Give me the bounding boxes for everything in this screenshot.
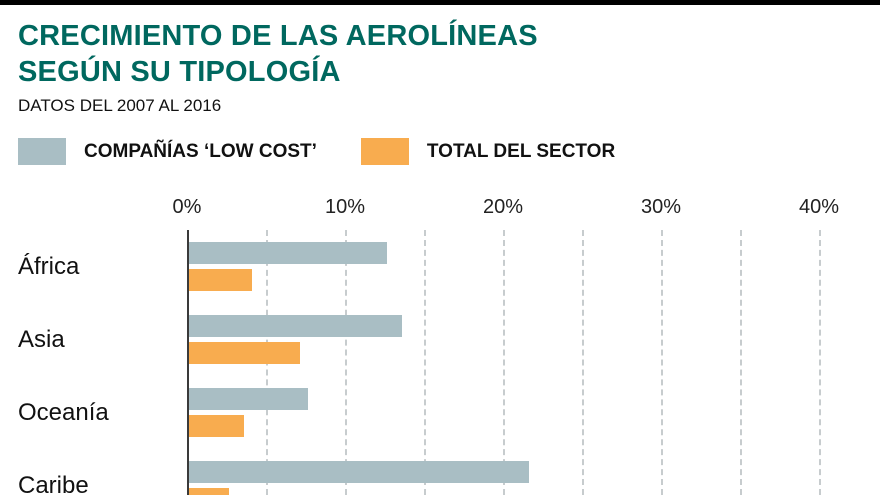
legend-label-sector: TOTAL DEL SECTOR [426, 140, 616, 162]
bar-sector [189, 488, 229, 495]
category-label: África [18, 252, 80, 280]
category-row: Asia [0, 303, 880, 376]
chart-title-line2: SEGÚN SU TIPOLOGÍA [18, 56, 341, 88]
x-tick-label: 0% [172, 196, 202, 218]
chart-title-line1: CRECIMIENTO DE LAS AEROLÍNEAS [18, 20, 538, 52]
bar-group [187, 315, 880, 364]
chart-rows: África Asia Oceanía Caribe [0, 230, 880, 495]
gridline [345, 230, 347, 495]
chart-legend: COMPAÑÍAS ‘LOW COST’ TOTAL DEL SECTOR [18, 138, 615, 165]
category-row: Caribe [0, 449, 880, 495]
legend-item-lowcost: COMPAÑÍAS ‘LOW COST’ [18, 138, 317, 165]
bar-sector [189, 269, 252, 291]
chart-subtitle: DATOS DEL 2007 AL 2016 [18, 96, 222, 115]
x-tick-label: 20% [482, 196, 524, 218]
bar-chart: 0% 10% 20% 30% 40% África Asia Oceanía Caribe [0, 196, 880, 495]
category-label: Oceanía [18, 398, 109, 426]
sector-swatch-icon [360, 138, 409, 165]
gridline [424, 230, 426, 495]
gridline [661, 230, 663, 495]
x-tick-label: 10% [324, 196, 366, 218]
gridline [582, 230, 584, 495]
legend-item-sector: TOTAL DEL SECTOR [360, 138, 616, 165]
gridline [740, 230, 742, 495]
bar-lowcost [189, 388, 308, 410]
chart-title: CRECIMIENTO DE LAS AEROLÍNEAS SEGÚN SU T… [18, 18, 538, 90]
category-row: África [0, 230, 880, 303]
bar-sector [189, 415, 244, 437]
x-tick-label: 40% [798, 196, 840, 218]
gridline [819, 230, 821, 495]
bar-lowcost [189, 315, 402, 337]
bar-group [187, 242, 880, 291]
x-tick-label: 30% [640, 196, 682, 218]
bar-lowcost [189, 242, 387, 264]
x-axis-ticks: 0% 10% 20% 30% 40% [173, 196, 880, 222]
legend-label-lowcost: COMPAÑÍAS ‘LOW COST’ [84, 140, 317, 162]
bar-sector [189, 342, 300, 364]
top-border-rule [0, 0, 880, 5]
bar-lowcost [189, 461, 529, 483]
bar-group [187, 461, 880, 495]
category-label: Caribe [18, 471, 89, 495]
bar-group [187, 388, 880, 437]
category-row: Oceanía [0, 376, 880, 449]
category-label: Asia [18, 325, 65, 353]
lowcost-swatch-icon [18, 138, 66, 165]
gridline [503, 230, 505, 495]
y-axis-line [187, 230, 189, 495]
